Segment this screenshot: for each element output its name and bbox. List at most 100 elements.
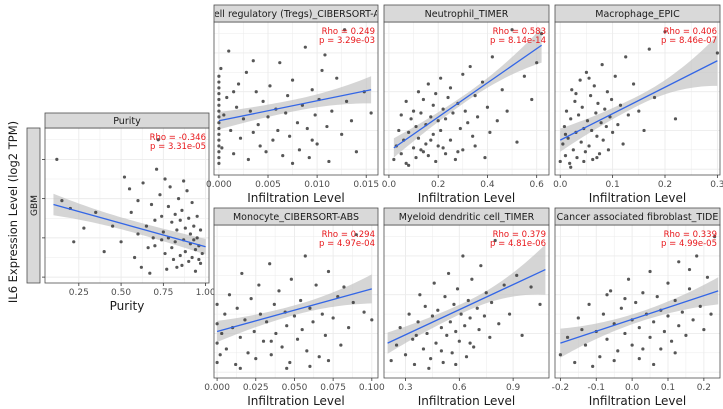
data-point bbox=[60, 198, 64, 203]
data-point bbox=[715, 51, 719, 55]
data-point bbox=[72, 240, 76, 244]
data-point bbox=[434, 92, 438, 96]
data-point bbox=[583, 343, 588, 347]
data-point bbox=[563, 154, 568, 158]
x-tick-label: 0.6 bbox=[530, 180, 545, 190]
data-point bbox=[414, 333, 418, 337]
data-point bbox=[507, 312, 512, 316]
data-point bbox=[457, 339, 461, 343]
data-point bbox=[215, 302, 219, 307]
data-point bbox=[530, 97, 534, 102]
data-point bbox=[461, 148, 465, 152]
data-point bbox=[307, 155, 311, 160]
data-point bbox=[426, 82, 430, 86]
data-point bbox=[605, 293, 609, 297]
data-point bbox=[217, 150, 221, 154]
data-point bbox=[515, 273, 519, 277]
data-point bbox=[452, 302, 456, 307]
data-point bbox=[303, 45, 307, 49]
data-point bbox=[642, 128, 646, 133]
data-point bbox=[187, 259, 191, 264]
x-tick-label: 1.00 bbox=[196, 288, 216, 298]
data-point bbox=[479, 264, 483, 268]
data-point bbox=[666, 314, 670, 318]
p-value-label: p = 4.97e-04 bbox=[319, 239, 375, 249]
x-tick-label: 0.1 bbox=[661, 383, 675, 393]
data-point bbox=[235, 306, 239, 310]
data-point bbox=[600, 63, 604, 67]
data-point bbox=[490, 55, 494, 59]
data-point bbox=[258, 144, 262, 148]
x-axis-title: Infiltration Level bbox=[247, 394, 345, 408]
data-point bbox=[436, 144, 440, 148]
data-point bbox=[222, 113, 226, 117]
data-point bbox=[680, 310, 684, 314]
data-point bbox=[326, 269, 331, 274]
data-point bbox=[473, 93, 477, 98]
data-point bbox=[232, 152, 236, 156]
data-point bbox=[127, 187, 132, 191]
data-point bbox=[562, 124, 567, 129]
data-point bbox=[178, 253, 182, 258]
data-point bbox=[659, 347, 663, 351]
data-point bbox=[285, 366, 289, 370]
data-point bbox=[217, 115, 221, 119]
facet-title: Macrophage_EPIC bbox=[595, 9, 680, 20]
data-point bbox=[394, 343, 399, 347]
row-strip bbox=[26, 127, 41, 284]
data-point bbox=[463, 324, 467, 328]
data-point bbox=[566, 136, 570, 140]
data-point bbox=[443, 152, 448, 156]
data-point bbox=[290, 161, 295, 165]
data-point bbox=[564, 109, 569, 113]
p-value-label: p = 8.46e-07 bbox=[661, 36, 717, 46]
data-point bbox=[695, 254, 699, 258]
panel-caf: Cancer associated fibroblast_TIDE Rho = 0… bbox=[552, 207, 721, 408]
data-point bbox=[584, 70, 589, 74]
x-tick-label: 0.25 bbox=[69, 288, 89, 298]
data-point bbox=[185, 189, 189, 193]
data-point bbox=[445, 333, 449, 337]
data-point bbox=[630, 343, 634, 347]
data-point bbox=[520, 333, 524, 337]
data-point bbox=[662, 329, 667, 334]
data-point bbox=[111, 224, 115, 228]
data-point bbox=[257, 283, 261, 287]
data-point bbox=[585, 119, 590, 123]
data-point bbox=[416, 136, 421, 140]
data-point bbox=[217, 121, 221, 125]
data-point bbox=[666, 281, 670, 285]
data-point bbox=[311, 320, 315, 324]
data-point bbox=[323, 333, 327, 337]
data-point bbox=[193, 269, 198, 273]
facet-strip bbox=[44, 112, 210, 129]
data-point bbox=[464, 355, 469, 359]
data-point bbox=[604, 124, 608, 129]
confidence-band bbox=[53, 193, 206, 255]
data-point bbox=[232, 90, 236, 94]
data-point bbox=[448, 320, 452, 324]
data-point bbox=[175, 265, 179, 269]
data-point bbox=[490, 300, 494, 305]
data-point bbox=[466, 298, 470, 303]
data-point bbox=[217, 103, 221, 107]
data-point bbox=[227, 293, 232, 297]
data-point bbox=[453, 157, 458, 162]
data-point bbox=[573, 360, 577, 365]
data-point bbox=[446, 95, 450, 100]
data-point bbox=[217, 161, 221, 165]
data-point bbox=[463, 109, 467, 113]
data-point bbox=[198, 228, 203, 232]
data-point bbox=[286, 93, 290, 98]
p-value-label: p = 4.81e-06 bbox=[490, 239, 546, 249]
data-point bbox=[568, 161, 572, 165]
x-tick-label: 0.4 bbox=[480, 180, 495, 190]
data-point bbox=[461, 72, 465, 76]
data-point bbox=[190, 200, 194, 205]
data-point bbox=[601, 312, 606, 316]
data-point bbox=[156, 138, 160, 142]
data-point bbox=[190, 255, 194, 260]
data-point bbox=[576, 113, 581, 117]
data-point bbox=[637, 326, 641, 330]
data-point bbox=[289, 277, 293, 281]
